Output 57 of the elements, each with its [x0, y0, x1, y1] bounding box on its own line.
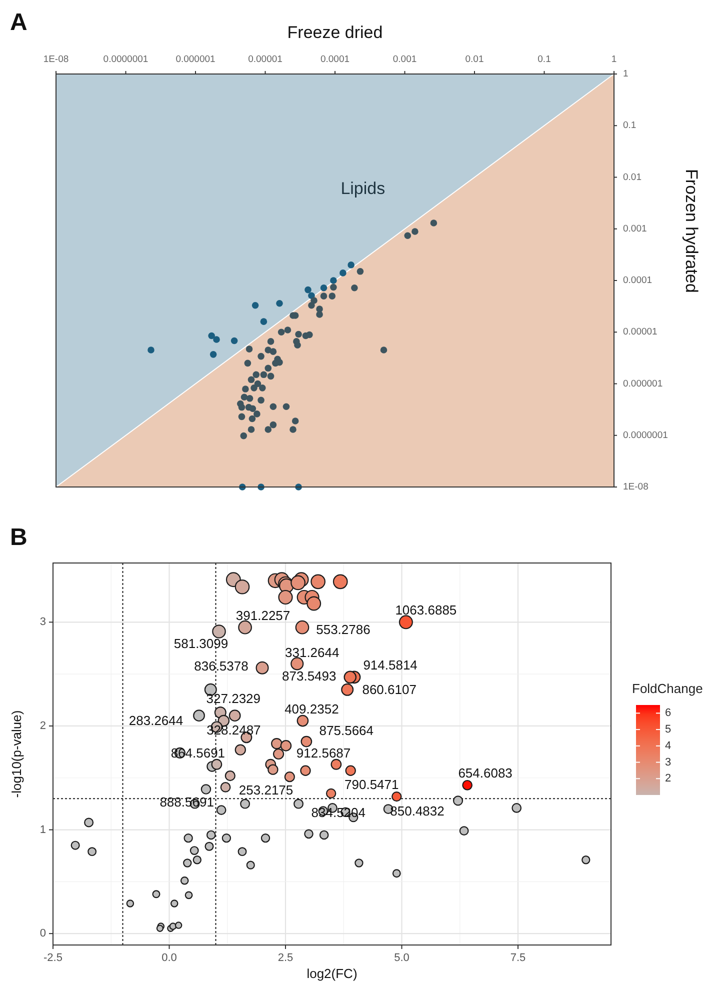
x-tick-label: 0.0001 — [320, 54, 350, 65]
x-tick-label: 0.01 — [465, 54, 484, 65]
y-tick-label: 3 — [40, 616, 46, 628]
color-bar-label: 5 — [665, 724, 672, 736]
y-tick-label: 0.1 — [623, 120, 636, 132]
annotation: 253.2175 — [238, 782, 294, 798]
chart-title: B — [10, 524, 28, 551]
annotation: 391.2257 — [236, 608, 290, 623]
annotation: 836.5378 — [194, 658, 248, 674]
x-tick-label: 5.0 — [394, 952, 410, 964]
x-tick-label: 2.5 — [278, 952, 294, 964]
y-tick-label: 0.01 — [623, 172, 642, 183]
annotation: 283.2644 — [128, 713, 184, 728]
annotation: 875.5664 — [319, 723, 374, 738]
annotation: 1063.6885 — [395, 602, 457, 618]
annotation: 331.2644 — [285, 645, 340, 660]
y-tick-label: 1 — [623, 68, 628, 80]
y-axis-title: Frozen hydrated — [682, 169, 701, 293]
annotation: 914.5814 — [363, 658, 418, 673]
x-axis-title: log2(FC) — [306, 966, 358, 981]
x-tick-label: 1 — [611, 54, 617, 65]
annotation: 327.2329 — [206, 690, 261, 706]
y-tick-label: 0.000001 — [623, 378, 663, 390]
color-bar-label: 2 — [665, 772, 672, 785]
x-tick-label: -2.5 — [44, 952, 62, 964]
annotation: 912.5687 — [296, 746, 351, 760]
color-bar-label: 3 — [665, 756, 672, 768]
y-tick-label: 2 — [40, 720, 46, 732]
chart-title: A — [10, 9, 28, 36]
x-tick-label: 0.001 — [392, 54, 417, 65]
y-tick-label: 0 — [40, 928, 46, 940]
x-tick-label: 0.1 — [538, 54, 551, 65]
annotation: 873.5493 — [282, 668, 336, 684]
annotation: 790.5471 — [344, 777, 399, 792]
annotation: 581.3099 — [174, 636, 228, 652]
x-tick-label: 0.0000001 — [103, 54, 148, 65]
color-bar-label: 6 — [665, 707, 672, 720]
annotation: 654.6083 — [458, 766, 512, 781]
x-tick-label: 0.0 — [162, 952, 177, 964]
y-tick-label: 1 — [40, 824, 46, 836]
x-tick-label: 7.5 — [510, 952, 526, 964]
annotation: 409.2352 — [284, 701, 339, 716]
x-tick-label: 0.00001 — [248, 54, 282, 65]
annotation: 553.2786 — [316, 622, 370, 637]
color-bar-title: FoldChange — [632, 681, 703, 696]
x-tick-label: 0.000001 — [176, 54, 216, 65]
annotation: 850.4832 — [390, 804, 444, 819]
y-tick-label: 0.0000001 — [623, 430, 668, 441]
y-tick-label: 0.00001 — [623, 326, 658, 338]
x-axis-title: Freeze dried — [287, 23, 383, 42]
y-tick-label: 0.0001 — [623, 275, 652, 286]
y-tick-label: 1E-08 — [623, 482, 648, 492]
color-bar-label: 4 — [665, 740, 672, 752]
annotation: Lipids — [340, 178, 386, 198]
y-axis-title: -log10(p-value) — [9, 710, 24, 798]
y-tick-label: 0.001 — [623, 223, 647, 234]
annotation: 860.6107 — [362, 682, 416, 698]
